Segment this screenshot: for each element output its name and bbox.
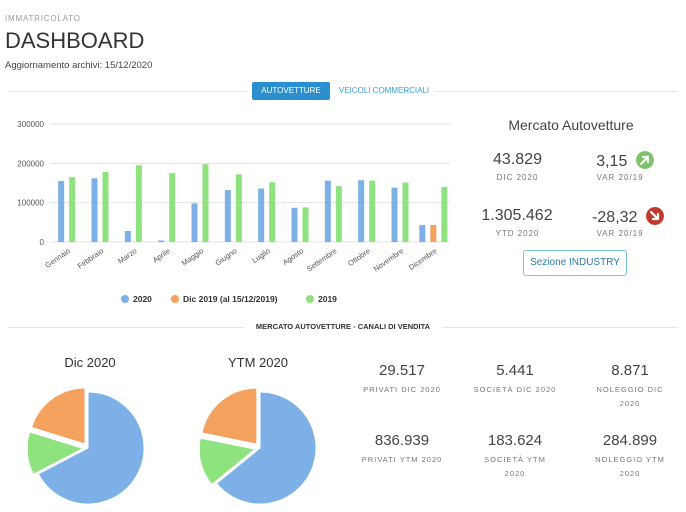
x-tick-label: Febbraio xyxy=(76,246,105,270)
y-tick-label: 100000 xyxy=(17,199,44,208)
bar-novembre-0 xyxy=(391,187,398,242)
pie-slice-societa xyxy=(28,431,85,476)
societa-dic-label: SOCIETÀ DIC 2020 xyxy=(473,385,557,394)
bar-gennaio-2 xyxy=(69,177,76,242)
bar-agosto-0 xyxy=(291,207,298,242)
x-tick-label: Gennaio xyxy=(43,246,71,270)
noleggio-ytm-value: 284.899 xyxy=(602,432,658,449)
bar-febbraio-2 xyxy=(102,171,109,242)
var-dic-value: 3,15 xyxy=(580,151,670,171)
noleggio-dic-label: NOLEGGIO DIC 2020 xyxy=(596,385,664,408)
var-dic-number: 3,15 xyxy=(596,153,628,170)
pie-slice-societa xyxy=(200,437,257,486)
legend-dot-2019 xyxy=(306,295,314,303)
bar-febbraio-0 xyxy=(91,178,98,242)
x-tick-label: Dicembre xyxy=(407,246,438,272)
bar-novembre-2 xyxy=(402,182,409,242)
x-tick-label: Marzo xyxy=(116,246,138,265)
privati-dic-value: 29.517 xyxy=(379,362,425,379)
industry-section-button[interactable]: Sezione INDUSTRY xyxy=(523,250,627,276)
legend-dot-2020 xyxy=(121,295,129,303)
var-ytd-value: -28,32 xyxy=(578,207,678,227)
bar-aprile-2 xyxy=(169,173,176,242)
page-title: DASHBOARD xyxy=(5,28,145,53)
societa-dic-value: 5.441 xyxy=(496,362,534,379)
x-tick-label: Novembre xyxy=(372,246,406,273)
page-eyebrow: IMMATRICOLATO xyxy=(5,14,81,23)
x-tick-label: Settembre xyxy=(305,246,339,273)
y-tick-label: 200000 xyxy=(17,159,44,168)
pie-chart-ytm xyxy=(200,388,317,505)
x-tick-label: Aprile xyxy=(151,246,172,264)
x-tick-label: Maggio xyxy=(180,246,205,267)
bar-maggio-0 xyxy=(191,203,198,242)
tab-veicoli-commerciali[interactable]: VEICOLI COMMERCIALI xyxy=(338,86,430,95)
societa-ytm-label: SOCIETÀ YTM 2020 xyxy=(484,455,546,478)
pie-slice-noleggio xyxy=(201,388,258,445)
divider xyxy=(8,327,244,328)
divider xyxy=(436,91,678,92)
bar-dicembre-0 xyxy=(419,225,426,242)
bar-aprile-0 xyxy=(158,240,165,242)
divider xyxy=(442,327,678,328)
privati-dic-label: PRIVATI DIC 2020 xyxy=(363,385,441,394)
x-tick-label: Ottobre xyxy=(346,246,372,268)
x-tick-label: Luglio xyxy=(250,246,272,265)
bar-marzo-0 xyxy=(124,230,131,242)
legend-item-2019[interactable]: 2019 xyxy=(306,294,337,304)
dic-value: 43.829 xyxy=(493,151,542,168)
x-tick-label: Giugno xyxy=(214,246,239,267)
privati-ytm-label: PRIVATI YTM 2020 xyxy=(361,455,443,464)
bar-settembre-0 xyxy=(324,180,331,242)
noleggio-ytm-label: NOLEGGIO YTM 2020 xyxy=(595,455,665,478)
var-dic-label: VAR 20/19 xyxy=(596,173,644,182)
arrow-up-icon xyxy=(635,151,654,169)
societa-ytm-value: 183.624 xyxy=(487,432,543,449)
pie-dic-title: Dic 2020 xyxy=(64,355,116,370)
pie-slice-privati xyxy=(215,391,317,505)
bar-ottobre-2 xyxy=(369,180,376,242)
legend-item-2020[interactable]: 2020 xyxy=(121,294,152,304)
market-title: Mercato Autovetture xyxy=(508,117,634,133)
ytd-label: YTD 2020 xyxy=(495,229,540,238)
monthly-registrations-chart: 0 100000 200000 300000 Gennaio Febbraio Marzo A… xyxy=(17,120,450,273)
y-tick-label: 300000 xyxy=(17,120,44,129)
bar-giugno-0 xyxy=(224,190,231,242)
bar-ottobre-0 xyxy=(358,180,365,242)
dic-label: DIC 2020 xyxy=(496,173,539,182)
y-tick-label: 0 xyxy=(40,238,45,247)
legend-label: 2020 xyxy=(133,294,152,304)
bar-gennaio-0 xyxy=(58,181,65,242)
pie-slice-privati xyxy=(37,391,145,505)
pie-ytm-title: YTM 2020 xyxy=(228,355,288,370)
divider xyxy=(8,91,248,92)
privati-ytm-value: 836.939 xyxy=(374,432,430,449)
bar-luglio-2 xyxy=(269,182,276,242)
tab-autovetture[interactable]: AUTOVETTURE xyxy=(252,82,330,100)
legend-label: 2019 xyxy=(318,294,337,304)
archive-update-date: Aggiornamento archivi: 15/12/2020 xyxy=(5,60,153,71)
bar-maggio-2 xyxy=(202,164,209,242)
sales-channels-title: MERCATO AUTOVETTURE - CANALI DI VENDITA xyxy=(255,322,431,331)
bar-settembre-2 xyxy=(335,186,342,242)
bar-marzo-2 xyxy=(135,165,142,242)
var-ytd-number: -28,32 xyxy=(592,209,638,226)
bar-agosto-2 xyxy=(302,207,309,242)
legend-dot-dic-2019 xyxy=(171,295,179,303)
var-ytd-label: VAR 20/19 xyxy=(596,229,644,238)
arrow-down-icon xyxy=(645,207,664,225)
noleggio-dic-value: 8.871 xyxy=(611,362,649,379)
x-tick-label: Agosto xyxy=(281,246,305,267)
pie-chart-dic xyxy=(28,388,145,505)
bar-dicembre-1 xyxy=(430,225,437,242)
pie-slice-noleggio xyxy=(30,388,86,445)
bar-giugno-2 xyxy=(235,174,242,242)
legend-label: Dic 2019 (al 15/12/2019) xyxy=(183,294,278,304)
bar-dicembre-2 xyxy=(441,186,448,242)
ytd-value: 1.305.462 xyxy=(481,207,553,224)
legend-item-dic-2019[interactable]: Dic 2019 (al 15/12/2019) xyxy=(171,294,278,304)
bar-luglio-0 xyxy=(258,188,265,242)
